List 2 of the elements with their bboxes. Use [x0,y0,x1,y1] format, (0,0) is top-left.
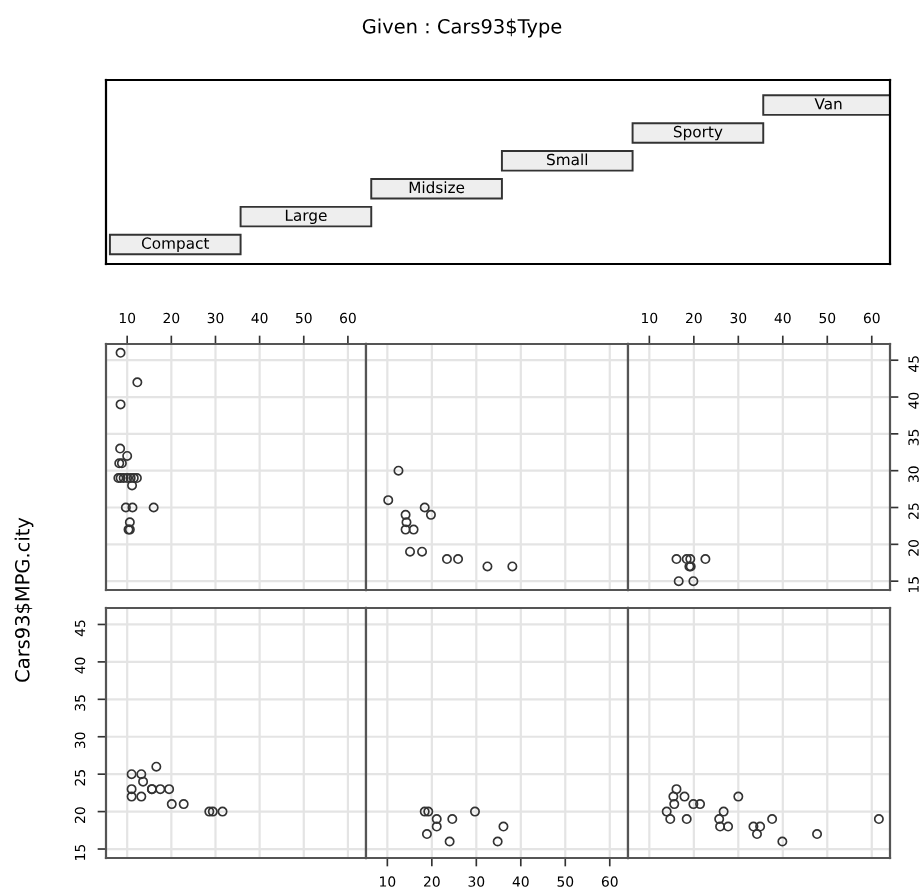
text: Given : Cars93$Type [362,18,562,38]
y-axis-title: Cars93$MPG.city [14,517,34,682]
